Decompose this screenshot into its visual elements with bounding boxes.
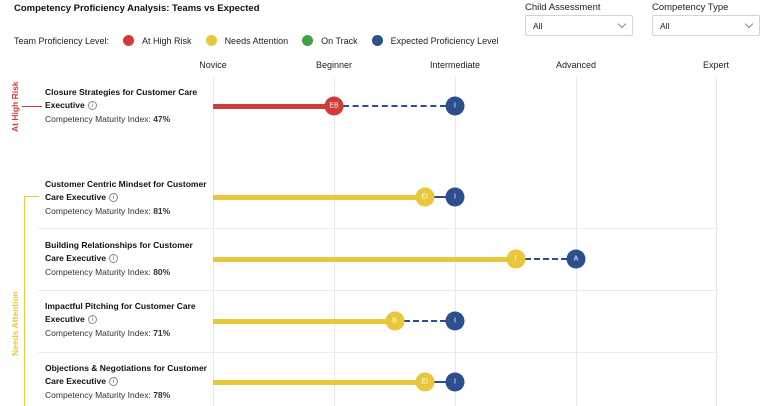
child-assessment-value: All: [533, 20, 543, 31]
legend-label: Expected Proficiency Level: [390, 35, 499, 46]
team-proficiency-bar: [213, 257, 516, 262]
legend-label: At High Risk: [142, 35, 192, 46]
proficiency-gap-line: [524, 258, 567, 260]
maturity-index-value: 71%: [153, 328, 171, 338]
competency-row-label: Closure Strategies for Customer Care Exe…: [45, 86, 213, 126]
gridline: [716, 77, 717, 406]
team-level-marker[interactable]: EI: [415, 372, 435, 392]
child-assessment-label: Child Assessment: [525, 2, 601, 13]
maturity-index-label: Competency Maturity Index:: [45, 206, 151, 216]
proficiency-gap-line: [433, 381, 446, 383]
legend-dot: [123, 35, 135, 46]
maturity-index-value: 47%: [153, 114, 171, 124]
level-label-intermediate: Intermediate: [429, 60, 481, 70]
team-level-marker[interactable]: EI: [415, 187, 435, 207]
competency-type-filter: Competency Type All: [652, 2, 760, 36]
competency-title-text: Building Relationships for Customer Care…: [45, 240, 193, 263]
info-icon[interactable]: i: [87, 315, 97, 325]
maturity-index-value: 78%: [153, 390, 171, 400]
competency-title-text: Objections & Negotiations for Customer C…: [45, 363, 207, 386]
competency-row-label: Impactful Pitching for Customer Care Exe…: [45, 300, 213, 340]
maturity-index: Competency Maturity Index: 78%: [45, 389, 213, 402]
gridline: [213, 77, 214, 406]
competency-title-text: Closure Strategies for Customer Care Exe…: [45, 87, 198, 110]
maturity-index-label: Competency Maturity Index:: [45, 328, 151, 338]
child-assessment-filter: Child Assessment All: [525, 2, 633, 36]
competency-title: Objections & Negotiations for Customer C…: [45, 362, 213, 388]
team-level-marker[interactable]: B: [385, 311, 404, 331]
maturity-index-label: Competency Maturity Index:: [45, 114, 151, 124]
maturity-index: Competency Maturity Index: 71%: [45, 327, 213, 340]
competency-title: Impactful Pitching for Customer Care Exe…: [45, 300, 213, 326]
maturity-index-value: 81%: [153, 206, 171, 216]
page-title: Competency Proficiency Analysis: Teams v…: [14, 3, 260, 14]
proficiency-gap-line: [403, 320, 446, 322]
legend-dot: [302, 35, 314, 46]
competency-type-label: Competency Type: [652, 2, 729, 13]
competency-title: Closure Strategies for Customer Care Exe…: [45, 86, 213, 112]
legend-item-high-risk: At High Risk: [123, 35, 192, 46]
team-proficiency-bar: [213, 380, 425, 385]
competency-row-label: Objections & Negotiations for Customer C…: [45, 362, 213, 402]
group-bracket-needs-attention: [24, 196, 39, 406]
competency-row-label: Building Relationships for Customer Care…: [45, 239, 213, 279]
chevron-down-icon: [744, 19, 754, 29]
info-icon[interactable]: i: [108, 254, 118, 264]
level-label-novice: Novice: [199, 60, 227, 70]
competency-type-select[interactable]: All: [652, 15, 760, 36]
legend-item-expected: Expected Proficiency Level: [371, 35, 499, 46]
level-label-beginner: Beginner: [315, 60, 353, 70]
maturity-index-label: Competency Maturity Index:: [45, 390, 151, 400]
legend: Team Proficiency Level: At High Risk Nee…: [14, 35, 513, 46]
team-level-marker[interactable]: EB: [324, 96, 344, 116]
expected-level-marker[interactable]: I: [445, 187, 465, 207]
team-proficiency-bar: [213, 319, 395, 324]
legend-dot: [205, 35, 217, 46]
maturity-index: Competency Maturity Index: 81%: [45, 205, 213, 218]
expected-level-marker[interactable]: I: [445, 372, 465, 392]
expected-level-marker[interactable]: I: [445, 96, 465, 116]
competency-title: Building Relationships for Customer Care…: [45, 239, 213, 265]
info-icon[interactable]: i: [108, 193, 118, 203]
info-icon[interactable]: i: [108, 377, 118, 387]
expected-level-marker[interactable]: A: [566, 249, 586, 269]
competency-title: Customer Centric Mindset for Customer Ca…: [45, 178, 213, 204]
legend-label: Needs Attention: [224, 35, 289, 46]
team-proficiency-bar: [213, 195, 425, 200]
team-proficiency-bar: [213, 104, 334, 109]
gridline: [576, 77, 577, 406]
row-divider: [38, 352, 718, 353]
competency-type-value: All: [660, 20, 670, 31]
level-label-expert: Expert: [702, 60, 730, 70]
competency-title-text: Customer Centric Mindset for Customer Ca…: [45, 179, 207, 202]
maturity-index-value: 80%: [153, 267, 171, 277]
competency-row-label: Customer Centric Mindset for Customer Ca…: [45, 178, 213, 218]
legend-label: On Track: [321, 35, 358, 46]
proficiency-gap-line: [343, 105, 446, 107]
info-icon[interactable]: i: [87, 101, 97, 111]
maturity-index-label: Competency Maturity Index:: [45, 267, 151, 277]
legend-dot: [371, 35, 383, 46]
legend-title: Team Proficiency Level:: [14, 35, 110, 46]
group-connector-high-risk: [22, 106, 42, 107]
legend-item-needs-attention: Needs Attention: [205, 35, 289, 46]
row-divider: [38, 228, 718, 229]
row-divider: [38, 290, 718, 291]
expected-level-marker[interactable]: I: [445, 311, 465, 331]
proficiency-gap-line: [433, 196, 446, 198]
team-level-marker[interactable]: I: [506, 249, 525, 269]
gridline: [334, 77, 335, 406]
maturity-index: Competency Maturity Index: 80%: [45, 266, 213, 279]
legend-item-on-track: On Track: [302, 35, 358, 46]
competency-title-text: Impactful Pitching for Customer Care Exe…: [45, 301, 196, 324]
gridline: [455, 77, 456, 406]
chevron-down-icon: [617, 19, 627, 29]
group-label-needs-attention: Needs Attention: [10, 291, 20, 356]
child-assessment-select[interactable]: All: [525, 15, 633, 36]
group-label-high-risk: At High Risk: [10, 81, 20, 132]
level-label-advanced: Advanced: [555, 60, 597, 70]
maturity-index: Competency Maturity Index: 47%: [45, 113, 213, 126]
